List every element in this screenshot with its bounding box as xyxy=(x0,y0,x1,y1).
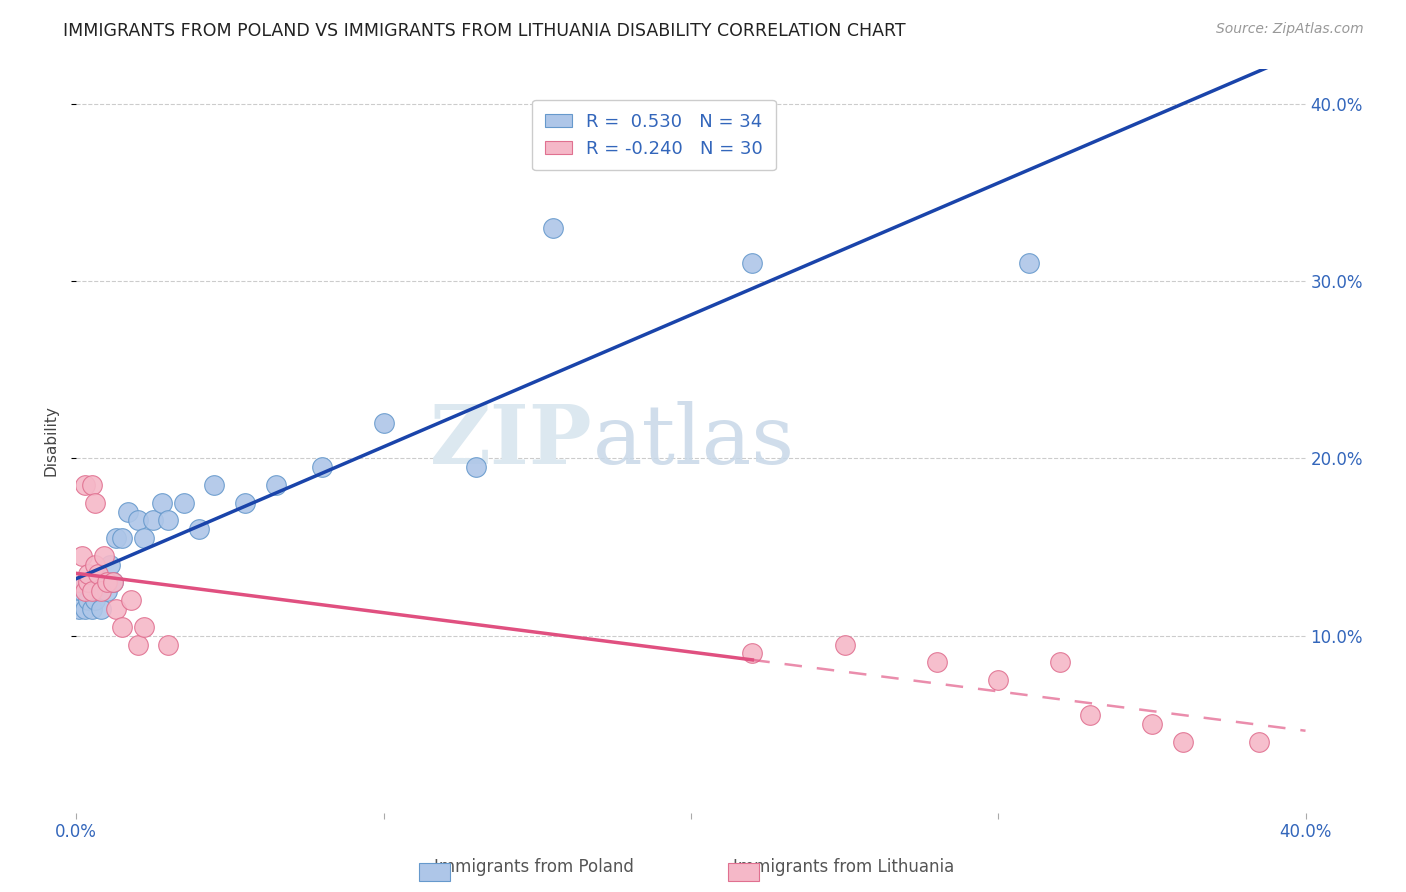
Point xyxy=(75,575,97,590)
Point xyxy=(86,584,108,599)
Point xyxy=(75,478,97,492)
Point xyxy=(150,496,173,510)
Point xyxy=(80,602,103,616)
Point xyxy=(157,638,180,652)
Point xyxy=(132,620,155,634)
Point xyxy=(72,549,94,563)
Point xyxy=(90,602,112,616)
Text: atlas: atlas xyxy=(592,401,794,481)
Point xyxy=(741,256,763,270)
Point xyxy=(98,558,121,572)
Point xyxy=(101,575,124,590)
Point xyxy=(77,575,100,590)
Point xyxy=(188,522,211,536)
Point xyxy=(101,575,124,590)
Point xyxy=(83,593,105,607)
Point xyxy=(464,460,486,475)
Point xyxy=(77,566,100,581)
Point xyxy=(264,478,287,492)
Point xyxy=(204,478,226,492)
Point xyxy=(157,513,180,527)
Point xyxy=(127,638,149,652)
Point xyxy=(1080,708,1102,723)
Point xyxy=(90,584,112,599)
Point xyxy=(741,647,763,661)
Point xyxy=(1049,655,1071,669)
Point xyxy=(80,478,103,492)
Point xyxy=(132,531,155,545)
Text: IMMIGRANTS FROM POLAND VS IMMIGRANTS FROM LITHUANIA DISABILITY CORRELATION CHART: IMMIGRANTS FROM POLAND VS IMMIGRANTS FRO… xyxy=(63,22,905,40)
Point xyxy=(83,496,105,510)
Text: Immigrants from Lithuania: Immigrants from Lithuania xyxy=(733,858,955,876)
Point xyxy=(83,558,105,572)
Point xyxy=(987,673,1010,687)
Point xyxy=(233,496,256,510)
Point xyxy=(142,513,165,527)
Point xyxy=(96,575,118,590)
Point xyxy=(834,638,856,652)
Point xyxy=(1018,256,1040,270)
Point xyxy=(77,593,100,607)
Point xyxy=(1249,735,1271,749)
Point xyxy=(127,513,149,527)
Point xyxy=(80,584,103,599)
Point xyxy=(173,496,195,510)
Y-axis label: Disability: Disability xyxy=(44,405,58,476)
Text: ZIP: ZIP xyxy=(430,401,592,481)
Text: Source: ZipAtlas.com: Source: ZipAtlas.com xyxy=(1216,22,1364,37)
Point xyxy=(75,584,97,599)
Point xyxy=(925,655,948,669)
Text: Immigrants from Poland: Immigrants from Poland xyxy=(434,858,634,876)
Point xyxy=(1171,735,1194,749)
Point xyxy=(105,531,128,545)
Point xyxy=(77,575,100,590)
Point xyxy=(86,566,108,581)
Point xyxy=(67,575,90,590)
Point xyxy=(80,584,103,599)
Point xyxy=(311,460,333,475)
Point xyxy=(117,505,139,519)
Point xyxy=(96,584,118,599)
Point xyxy=(111,620,134,634)
Point xyxy=(373,416,395,430)
Point xyxy=(93,549,115,563)
Point xyxy=(111,531,134,545)
Point xyxy=(72,584,94,599)
Point xyxy=(121,593,143,607)
Point xyxy=(67,602,90,616)
Point xyxy=(75,602,97,616)
Legend: R =  0.530   N = 34, R = -0.240   N = 30: R = 0.530 N = 34, R = -0.240 N = 30 xyxy=(533,100,776,170)
Point xyxy=(1140,717,1163,731)
Point xyxy=(105,602,128,616)
Point xyxy=(93,575,115,590)
Point xyxy=(541,221,564,235)
